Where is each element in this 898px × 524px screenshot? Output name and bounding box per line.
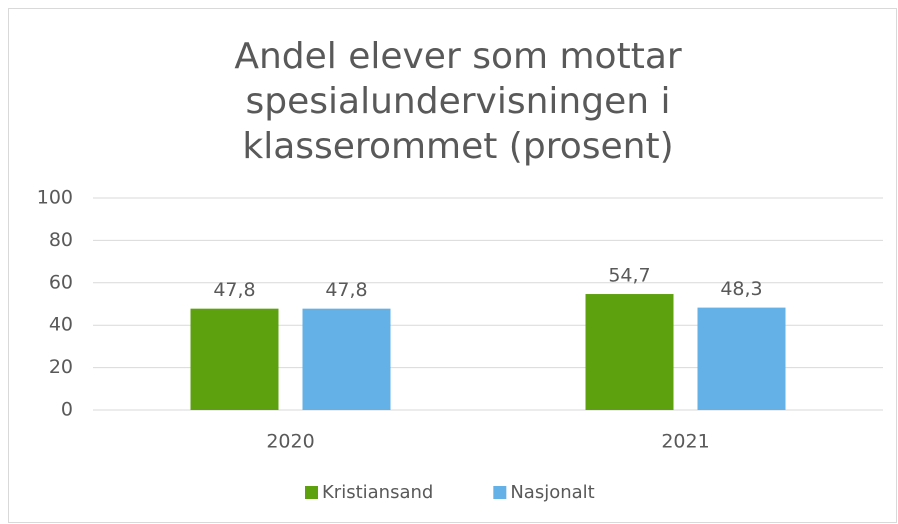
chart-border xyxy=(8,8,897,523)
legend-swatch xyxy=(493,486,507,499)
bar xyxy=(302,308,391,410)
data-label: 54,7 xyxy=(608,265,650,287)
data-label: 47,8 xyxy=(325,279,367,301)
chart-title: klasserommet (prosent) xyxy=(242,126,673,167)
x-tick-label: 2020 xyxy=(266,431,314,453)
chart-title: spesialundervisningen i xyxy=(246,81,671,122)
y-tick-label: 40 xyxy=(49,314,73,336)
bar xyxy=(585,294,674,410)
bar xyxy=(190,308,279,410)
y-tick-label: 60 xyxy=(49,271,73,293)
y-tick-label: 20 xyxy=(49,356,73,378)
y-tick-label: 100 xyxy=(37,187,73,209)
legend-label: Nasjonalt xyxy=(510,482,594,503)
legend-swatch xyxy=(305,486,318,499)
data-label: 47,8 xyxy=(213,279,255,301)
legend-label: Kristiansand xyxy=(322,482,433,503)
chart-title: Andel elever som mottar xyxy=(234,36,682,77)
y-tick-label: 80 xyxy=(49,229,73,251)
data-label: 48,3 xyxy=(720,278,762,300)
y-tick-label: 0 xyxy=(61,399,73,421)
x-tick-label: 2021 xyxy=(661,431,709,453)
bar xyxy=(697,307,786,410)
